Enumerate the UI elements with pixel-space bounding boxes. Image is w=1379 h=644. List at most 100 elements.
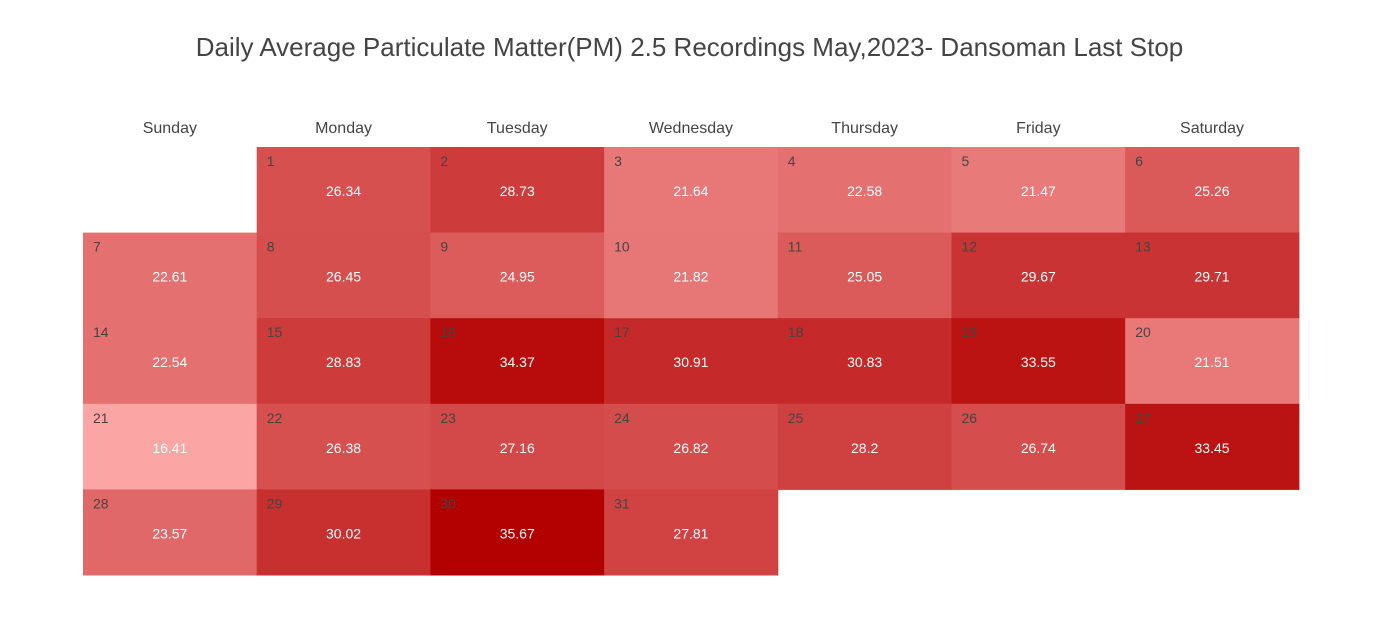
day-cell-rect — [256, 489, 431, 576]
day-number-label: 16 — [440, 324, 456, 340]
day-cell-rect — [256, 318, 431, 405]
day-cell-14: 14 22.54 — [83, 318, 258, 405]
day-cell-rect — [430, 489, 605, 576]
day-cell-18: 18 30.83 — [777, 318, 952, 405]
weekday-header-friday: Friday — [1016, 120, 1060, 137]
day-value-label: 27.16 — [500, 440, 535, 456]
day-cell-rect — [83, 318, 258, 405]
day-cell-17: 17 30.91 — [604, 318, 779, 405]
day-value-label: 28.2 — [851, 440, 878, 456]
day-number-label: 1 — [267, 153, 275, 169]
day-cell-rect — [604, 232, 779, 319]
day-number-label: 9 — [440, 239, 448, 255]
day-value-label: 30.91 — [673, 354, 708, 370]
day-cell-29: 29 30.02 — [256, 489, 431, 576]
day-value-label: 26.38 — [326, 440, 361, 456]
day-value-label: 21.51 — [1195, 354, 1230, 370]
day-cell-26: 26 26.74 — [951, 403, 1126, 490]
day-number-label: 5 — [962, 153, 970, 169]
day-cell-rect — [777, 318, 952, 405]
day-number-label: 29 — [267, 495, 283, 511]
day-value-label: 21.47 — [1021, 183, 1056, 199]
weekday-header-monday: Monday — [315, 120, 372, 137]
day-cell-rect — [430, 403, 605, 490]
weekday-header-sunday: Sunday — [143, 120, 197, 137]
day-cell-rect — [951, 403, 1126, 490]
day-cell-rect — [256, 232, 431, 319]
day-cell-rect — [1125, 147, 1300, 234]
day-cell-13: 13 29.71 — [1125, 232, 1300, 319]
day-cell-8: 826.45 — [256, 232, 431, 319]
day-number-label: 19 — [962, 324, 978, 340]
day-cell-rect — [951, 318, 1126, 405]
day-cell-25: 25 28.2 — [777, 403, 952, 490]
day-cell-2: 228.73 — [430, 147, 605, 234]
day-cell-rect — [430, 232, 605, 319]
day-value-label: 25.26 — [1195, 183, 1230, 199]
day-cell-rect — [430, 147, 605, 234]
day-number-label: 2 — [440, 153, 448, 169]
day-cell-rect — [777, 232, 952, 319]
weekday-header-tuesday: Tuesday — [487, 120, 548, 137]
weekday-header-saturday: Saturday — [1180, 120, 1244, 137]
day-value-label: 33.45 — [1195, 440, 1230, 456]
day-cell-rect — [256, 403, 431, 490]
day-number-label: 28 — [93, 495, 109, 511]
day-value-label: 25.05 — [847, 269, 882, 285]
day-value-label: 16.41 — [152, 440, 187, 456]
day-cell-31: 31 27.81 — [604, 489, 779, 576]
day-value-label: 28.73 — [500, 183, 535, 199]
day-value-label: 30.02 — [326, 525, 361, 541]
day-cell-rect — [604, 489, 779, 576]
day-number-label: 30 — [440, 495, 456, 511]
day-number-label: 25 — [788, 410, 804, 426]
day-cell-rect — [83, 489, 258, 576]
day-cell-6: 625.26 — [1125, 147, 1300, 234]
day-number-label: 18 — [788, 324, 804, 340]
day-cell-10: 10 21.82 — [604, 232, 779, 319]
day-number-label: 21 — [93, 410, 109, 426]
day-cell-rect — [1125, 232, 1300, 319]
day-cell-28: 28 23.57 — [83, 489, 258, 576]
day-cell-rect — [1125, 318, 1300, 405]
day-cell-22: 22 26.38 — [256, 403, 431, 490]
day-cell-11: 11 25.05 — [777, 232, 952, 319]
day-cell-rect — [604, 147, 779, 234]
day-cell-21: 21 16.41 — [83, 403, 258, 490]
day-value-label: 35.67 — [500, 525, 535, 541]
day-number-label: 24 — [614, 410, 630, 426]
day-number-label: 15 — [267, 324, 283, 340]
day-number-label: 12 — [962, 239, 978, 255]
day-number-label: 14 — [93, 324, 109, 340]
weekday-header-thursday: Thursday — [831, 120, 898, 137]
day-cell-3: 321.64 — [604, 147, 779, 234]
day-cell-rect — [951, 232, 1126, 319]
day-cell-rect — [777, 403, 952, 490]
day-cell-20: 20 21.51 — [1125, 318, 1300, 405]
day-number-label: 3 — [614, 153, 622, 169]
day-number-label: 13 — [1135, 239, 1151, 255]
day-number-label: 10 — [614, 239, 630, 255]
weekday-header-wednesday: Wednesday — [649, 120, 733, 137]
day-value-label: 23.57 — [152, 525, 187, 541]
day-number-label: 22 — [267, 410, 283, 426]
day-value-label: 26.45 — [326, 269, 361, 285]
day-cell-4: 422.58 — [777, 147, 952, 234]
day-number-label: 31 — [614, 495, 630, 511]
day-value-label: 29.67 — [1021, 269, 1056, 285]
day-value-label: 26.34 — [326, 183, 361, 199]
day-value-label: 26.82 — [673, 440, 708, 456]
day-cell-5: 521.47 — [951, 147, 1126, 234]
day-value-label: 33.55 — [1021, 354, 1056, 370]
day-number-label: 20 — [1135, 324, 1151, 340]
day-cell-rect — [83, 232, 258, 319]
day-value-label: 30.83 — [847, 354, 882, 370]
day-number-label: 7 — [93, 239, 101, 255]
day-cell-rect — [951, 147, 1126, 234]
day-cell-rect — [1125, 403, 1300, 490]
day-cell-rect — [777, 147, 952, 234]
day-value-label: 34.37 — [500, 354, 535, 370]
day-value-label: 28.83 — [326, 354, 361, 370]
